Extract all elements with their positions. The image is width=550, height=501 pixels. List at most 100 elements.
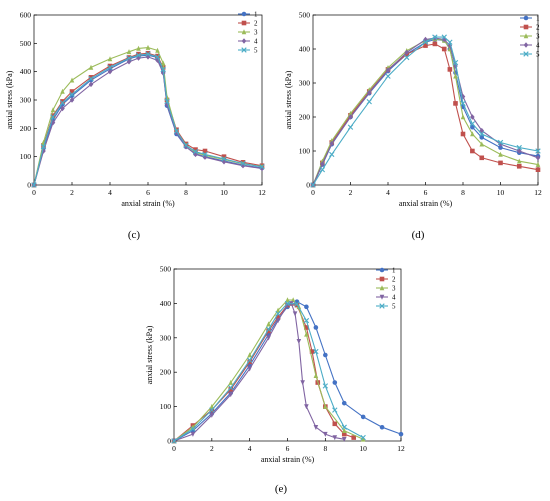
y-tick-label: 500: [160, 265, 172, 274]
data-point-series-5: [69, 91, 75, 98]
data-point-series-2: [88, 75, 94, 80]
legend-entry-label: 4: [536, 42, 540, 50]
data-point-series-3: [285, 297, 290, 303]
series-line-4: [33, 56, 263, 186]
data-point-series-5: [535, 148, 541, 154]
data-point-series-2: [441, 46, 447, 52]
x-axis-label: anxial strain (%): [399, 199, 453, 208]
x-tick-label: 6: [286, 444, 290, 453]
data-point-series-2: [193, 147, 198, 152]
data-point-series-5: [319, 167, 326, 173]
data-point-series-5: [31, 182, 37, 188]
data-point-series-5: [209, 407, 215, 413]
data-point-series-5: [192, 148, 199, 155]
y-tick-label: 300: [160, 333, 172, 342]
legend-entry-label: 3: [392, 285, 396, 293]
data-point-series-2: [453, 101, 458, 106]
data-point-series-4: [266, 335, 271, 341]
series-2: [31, 50, 265, 188]
data-point-series-2: [516, 164, 522, 169]
data-point-series-5: [329, 151, 335, 158]
x-tick-label: 4: [248, 444, 252, 453]
data-point-series-3: [516, 158, 522, 164]
legend-entry-label: 3: [536, 33, 540, 41]
data-point-series-5: [183, 142, 189, 149]
data-point-series-3: [460, 114, 466, 120]
data-point-series-4: [292, 311, 298, 317]
data-point-series-5: [441, 34, 447, 40]
data-point-series-3: [155, 47, 160, 53]
data-point-series-3: [145, 44, 151, 50]
x-tick-label: 0: [311, 188, 315, 197]
y-tick-label: 100: [299, 147, 311, 156]
data-point-series-5: [275, 311, 281, 317]
data-point-series-4: [535, 155, 541, 161]
data-point-series-4: [470, 114, 475, 120]
legend-entry-label: 2: [536, 24, 540, 32]
x-tick-label: 10: [220, 188, 228, 197]
data-point-series-2: [332, 421, 338, 427]
data-point-series-2: [341, 431, 347, 437]
x-tick-label: 12: [258, 188, 266, 197]
y-tick-label: 200: [20, 124, 32, 133]
data-point-series-2: [275, 314, 281, 320]
series-line-2: [33, 52, 263, 186]
data-point-series-1: [479, 135, 485, 140]
data-point-series-5: [516, 144, 522, 151]
series-3: [31, 44, 265, 188]
data-point-series-5: [385, 73, 391, 79]
data-point-series-4: [88, 81, 94, 88]
data-point-series-4: [41, 148, 46, 154]
panel-caption: (d): [412, 229, 425, 241]
data-point-series-5: [432, 34, 438, 40]
data-point-series-5: [259, 164, 265, 170]
data-point-series-2: [136, 51, 141, 57]
data-point-series-4: [323, 431, 328, 437]
data-point-series-4: [190, 431, 196, 437]
data-point-series-5: [107, 64, 113, 71]
data-point-series-2: [432, 41, 438, 47]
data-point-series-3: [313, 372, 319, 378]
data-point-series-5: [88, 76, 94, 82]
data-point-series-4: [300, 380, 305, 386]
data-point-series-5: [469, 121, 476, 127]
data-point-series-4: [247, 366, 252, 372]
data-point-series-3: [136, 45, 141, 51]
x-tick-label: 4: [386, 188, 390, 197]
data-point-series-3: [535, 161, 541, 167]
legend-entry-label: 1: [254, 11, 258, 19]
y-tick-label: 400: [20, 67, 32, 76]
legend-entry-label: 4: [254, 38, 258, 46]
data-point-series-3: [50, 107, 56, 113]
x-tick-label: 10: [359, 444, 367, 453]
data-point-series-2: [423, 43, 428, 48]
data-point-series-4: [174, 129, 179, 136]
y-tick-label: 400: [160, 299, 172, 308]
data-point-series-4: [50, 119, 56, 126]
data-point-series-2: [498, 160, 503, 166]
data-point-series-1: [470, 124, 475, 130]
data-point-series-2: [304, 325, 309, 330]
y-axis-label: anxial stress (kPa): [284, 70, 293, 129]
data-point-series-3: [209, 403, 215, 409]
y-tick-label: 0: [306, 181, 310, 190]
data-point-series-3: [107, 56, 113, 62]
data-point-series-1: [304, 304, 309, 310]
x-tick-label: 4: [108, 188, 112, 197]
legend-marker: [523, 33, 529, 39]
data-point-series-5: [360, 434, 366, 441]
data-point-series-2: [107, 63, 113, 69]
x-axis-label: anxial strain (%): [121, 199, 175, 208]
data-point-series-5: [202, 151, 208, 158]
data-point-series-5: [246, 357, 253, 363]
data-point-series-2: [535, 167, 541, 172]
data-point-series-5: [332, 407, 338, 413]
x-tick-label: 6: [146, 188, 150, 197]
data-point-series-1: [398, 431, 404, 437]
y-tick-label: 100: [160, 402, 172, 411]
legend-marker: [523, 15, 529, 21]
data-point-series-4: [423, 36, 428, 43]
y-tick-label: 200: [160, 368, 172, 377]
data-point-series-5: [366, 99, 372, 105]
